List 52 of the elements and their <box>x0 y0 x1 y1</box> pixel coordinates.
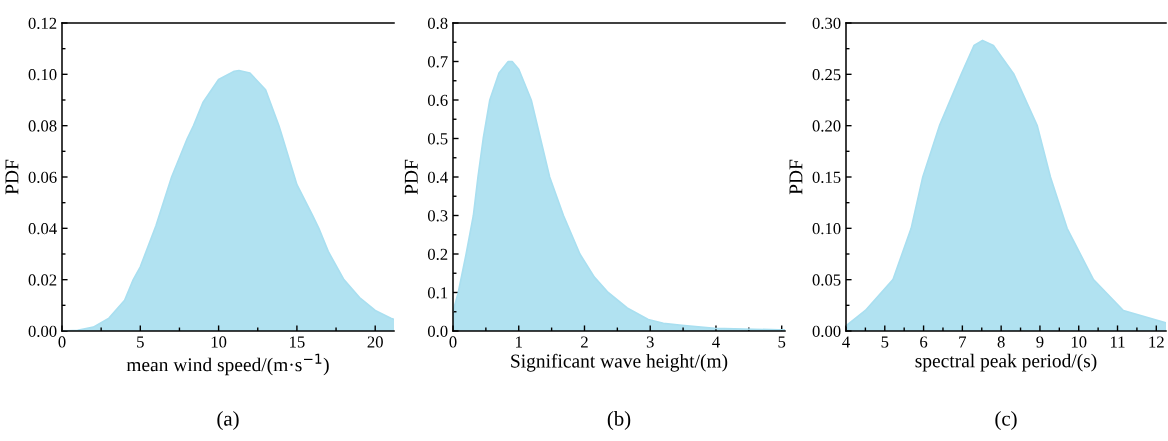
y-tick-label: 0.5 <box>427 133 448 145</box>
y-tick-label: 0.4 <box>427 171 448 184</box>
y-tick-label: 0.00 <box>28 325 57 338</box>
y-axis-title: PDF <box>789 159 803 195</box>
x-tick-label: 15 <box>290 336 305 348</box>
x-tick-label: 10 <box>1071 336 1087 348</box>
y-tick-label: 0.10 <box>812 223 841 235</box>
y-tick-label: 0.8 <box>427 17 448 30</box>
x-tick-label: 12 <box>1149 336 1164 348</box>
y-tick-label: 0.20 <box>812 120 841 132</box>
x-tick-label: 10 <box>211 336 227 348</box>
x-axis-title: spectral peak period/(s) <box>915 353 1097 372</box>
x-tick-label: 7 <box>959 336 967 348</box>
text: (b) <box>607 411 631 430</box>
x-tick-label: 11 <box>1110 336 1125 348</box>
y-axis-title: PDF <box>404 159 418 195</box>
y-tick-label: 0.2 <box>427 248 448 261</box>
x-tick-label: 3 <box>646 336 654 348</box>
x-tick-label: 6 <box>920 336 928 348</box>
x-tick-label: 20 <box>367 336 383 348</box>
text: (a) <box>217 411 239 430</box>
x-tick-label: 0 <box>449 336 457 348</box>
y-tick-label: 0.08 <box>28 120 57 132</box>
x-axis-title: Significant wave height/(m) <box>511 353 728 372</box>
x-tick-label: 4 <box>712 336 720 348</box>
x-tick-label: 1 <box>516 336 522 348</box>
y-tick-label: 0.3 <box>427 210 448 222</box>
y-tick-label: 0.0 <box>427 325 448 338</box>
x-tick-label: 9 <box>1036 336 1044 348</box>
y-tick-label: 0.00 <box>812 325 841 338</box>
y-tick-label: 0.25 <box>812 69 841 81</box>
y-tick-label: 0.15 <box>812 171 841 184</box>
y-tick-label: 0.30 <box>812 17 841 30</box>
x-tick-label: 5 <box>778 336 786 348</box>
y-axis-title: PDF <box>5 159 19 195</box>
y-tick-label: 0.04 <box>28 223 57 235</box>
y-tick-label: 0.10 <box>28 69 57 81</box>
y-tick-label: 0.02 <box>28 274 57 286</box>
y-tick-label: 0.6 <box>427 94 448 107</box>
x-tick-label: 2 <box>581 336 588 348</box>
x-axis-title: mean wind speed/(m·s$^{−1}$) <box>126 353 329 376</box>
y-tick-label: 0.06 <box>28 171 57 184</box>
y-tick-label: 0.05 <box>812 274 841 286</box>
text: (c) <box>995 411 1017 430</box>
y-tick-label: 0.12 <box>28 17 57 30</box>
x-tick-label: 8 <box>997 336 1005 348</box>
x-tick-label: 4 <box>842 336 850 348</box>
x-tick-label: 5 <box>137 336 144 348</box>
y-tick-label: 0.1 <box>427 287 448 299</box>
x-tick-label: 5 <box>881 336 889 348</box>
y-tick-label: 0.7 <box>427 56 448 68</box>
x-tick-label: 0 <box>58 336 66 348</box>
